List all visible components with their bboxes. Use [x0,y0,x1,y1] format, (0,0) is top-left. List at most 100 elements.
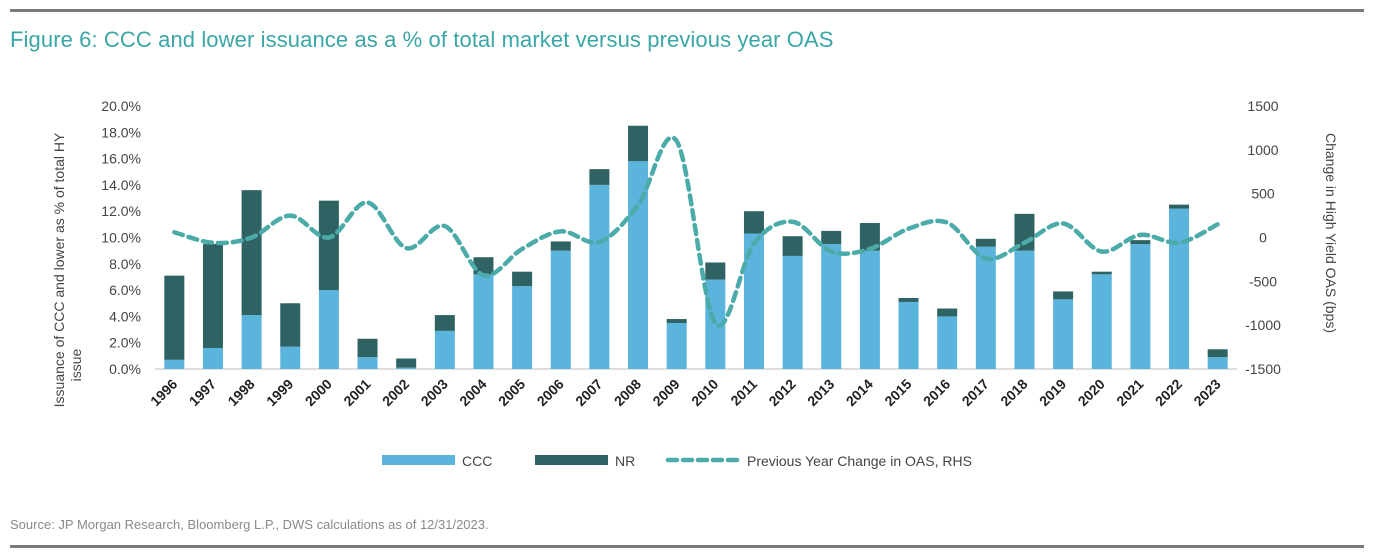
top-rule [10,9,1364,12]
bar-nr [1091,271,1112,275]
bar-nr [202,244,223,348]
bar-ccc [318,290,339,369]
bar-nr [859,223,880,251]
y-right-tick-label: 1000 [1247,142,1278,158]
bar-ccc [1207,357,1228,369]
x-tick-label: 2018 [997,376,1030,409]
bar-nr [1053,291,1074,300]
bar-ccc [937,316,958,369]
bar-nr [1169,204,1190,209]
x-tick-label: 2019 [1036,376,1069,409]
y-left-tick-label: 0.0% [109,361,141,377]
legend-label-nr: NR [615,453,635,469]
bar-ccc [396,367,417,369]
bar-ccc [1169,208,1190,369]
x-tick-label: 2015 [881,376,914,409]
y-left-axis-title: Issuance of CCC and lower as % of total … [51,132,84,407]
x-tick-label: 1996 [147,376,180,409]
bar-nr [1207,349,1228,358]
x-tick-label: 2014 [843,376,876,409]
bar-nr [473,257,494,275]
bar-ccc [782,255,803,369]
bar-nr [434,315,455,331]
y-right-tick-label: -1000 [1245,317,1281,333]
bar-nr [1130,240,1151,245]
x-tick-label: 2006 [534,376,567,409]
bar-nr [628,125,649,162]
x-tick-label: 2009 [649,376,682,409]
x-tick-label: 2002 [379,376,412,409]
bar-nr [782,236,803,256]
y-left-tick-label: 8.0% [109,256,141,272]
legend-label-oas: Previous Year Change in OAS, RHS [747,453,972,469]
bar-nr [975,238,996,247]
bar-nr [550,241,571,251]
bar-nr [705,262,726,280]
x-tick-label: 2011 [727,376,760,409]
x-tick-label: 2001 [340,376,373,409]
bar-nr [666,319,687,323]
legend-label-ccc: CCC [462,453,492,469]
bar-nr [241,190,262,316]
y-left-tick-label: 2.0% [109,335,141,351]
x-tick-label: 1997 [186,376,219,409]
x-tick-label: 2003 [418,376,451,409]
bar-ccc [280,346,301,369]
x-tick-label: 2017 [959,376,992,409]
x-tick-label: 2021 [1113,376,1146,409]
bar-nr [821,230,842,245]
bottom-rule [10,545,1364,548]
bar-ccc [666,322,687,369]
x-tick-label: 2012 [765,376,798,409]
bar-nr [589,169,610,185]
bar-ccc [1130,244,1151,369]
bar-nr [164,275,185,360]
source-note: Source: JP Morgan Research, Bloomberg L.… [10,517,489,532]
bar-ccc [512,286,533,369]
legend-swatch-ccc [382,455,455,465]
y-right-tick-label: 500 [1251,186,1275,202]
x-tick-label: 2000 [302,376,335,409]
y-right-tick-label: 1500 [1247,98,1278,114]
bar-ccc [821,244,842,369]
bar-ccc [859,250,880,369]
y-left-tick-label: 16.0% [101,151,141,167]
x-tick-label: 2004 [456,376,489,409]
bar-ccc [164,359,185,369]
legend-swatch-nr [535,455,608,465]
y-left-axis-title-line2: issue [68,348,84,381]
y-right-axis-title: Change in High Yield OAS (bps) [1323,133,1339,333]
x-tick-label: 1999 [263,376,296,409]
y-right-tick-label: -1500 [1245,361,1281,377]
bar-ccc [434,330,455,369]
bar-ccc [898,301,919,369]
bar-ccc [743,233,764,369]
bar-nr [318,200,339,291]
y-left-axis-title-line1: Issuance of CCC and lower as % of total … [51,132,67,407]
bar-nr [357,338,378,358]
bar-ccc [550,250,571,369]
bar-ccc [975,246,996,369]
y-left-tick-label: 12.0% [101,203,141,219]
bar-nr [937,308,958,317]
chart-title: Figure 6: CCC and lower issuance as a % … [10,27,834,52]
bar-ccc [473,274,494,369]
x-tick-label: 2010 [688,376,721,409]
x-tick-label: 1998 [224,376,257,409]
y-right-tick-label: -500 [1249,273,1277,289]
bar-nr [396,358,417,368]
y-left-tick-label: 18.0% [101,124,141,140]
x-tick-label: 2008 [611,376,644,409]
bar-nr [743,211,764,234]
x-tick-label: 2020 [1075,376,1108,409]
bar-ccc [1091,274,1112,369]
series-line-oas [172,135,1220,329]
y-right-tick-label: 0 [1259,230,1267,246]
y-left-tick-label: 14.0% [101,177,141,193]
bar-ccc [357,357,378,369]
y-left-tick-label: 4.0% [109,308,141,324]
x-tick-label: 2016 [920,376,953,409]
x-tick-label: 2022 [1152,376,1185,409]
bar-ccc [241,315,262,369]
